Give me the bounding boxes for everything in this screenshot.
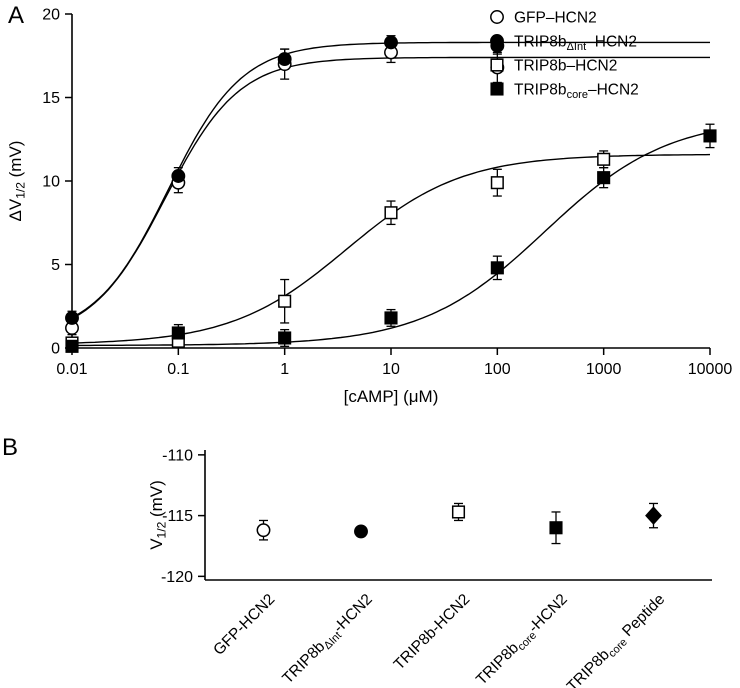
filled-square-marker bbox=[490, 261, 504, 275]
filled-square-marker bbox=[384, 311, 398, 325]
legend-label: TRIP8b–HCN2 bbox=[514, 58, 617, 75]
filled-square-marker bbox=[549, 521, 563, 535]
open-square-marker bbox=[597, 152, 611, 166]
filled-circle-marker bbox=[384, 35, 398, 50]
category-label: TRIP8bcore-HCN2 bbox=[473, 591, 573, 688]
filled-square-marker bbox=[597, 171, 611, 185]
legend-label: TRIP8bcore–HCN2 bbox=[514, 82, 639, 102]
open-square-marker bbox=[384, 206, 398, 220]
panel-a-axes: 0 5 10 15 20 0.01 0.1 1 10 100 1000 10000 ΔV1/2 (mV)… bbox=[6, 7, 732, 407]
open-square-marker bbox=[451, 505, 466, 519]
open-square-marker bbox=[490, 58, 504, 72]
panel-b-data-points bbox=[256, 502, 662, 545]
svg-text:-115: -115 bbox=[162, 508, 193, 525]
svg-text:20: 20 bbox=[42, 7, 60, 24]
svg-text:0.1: 0.1 bbox=[167, 361, 189, 378]
open-square-marker bbox=[278, 294, 292, 308]
filled-circle-marker bbox=[65, 310, 79, 325]
filled-square-marker bbox=[65, 339, 79, 353]
svg-text:0: 0 bbox=[51, 341, 60, 358]
panel-a: 0 5 10 15 20 0.01 0.1 1 10 100 1000 10000 ΔV1/2 (mV)… bbox=[6, 7, 732, 407]
filled-diamond-marker bbox=[645, 506, 662, 525]
category-label: TRIP8bcore Peptide bbox=[564, 591, 670, 688]
filled-circle-marker bbox=[354, 524, 368, 539]
svg-text:1000: 1000 bbox=[586, 361, 622, 378]
svg-text:5: 5 bbox=[51, 257, 60, 274]
panel-a-data-points bbox=[65, 35, 717, 353]
filled-square-marker bbox=[490, 82, 504, 96]
panel-a-xlabel: [cAMP] (μM) bbox=[344, 387, 439, 406]
legend-label: GFP–HCN2 bbox=[514, 10, 597, 27]
legend-label: TRIP8bΔInt–HCN2 bbox=[514, 34, 637, 54]
category-label: TRIP8b-HCN2 bbox=[391, 591, 474, 674]
panel-a-ylabel: ΔV1/2 (mV) bbox=[6, 141, 28, 222]
svg-text:100: 100 bbox=[484, 361, 511, 378]
filled-circle-marker bbox=[490, 34, 504, 48]
filled-square-marker bbox=[171, 326, 185, 340]
panel-b-axes: -110 -115 -120 V1/2 (mV) bbox=[147, 447, 712, 586]
svg-text:0.01: 0.01 bbox=[56, 361, 87, 378]
open-circle-marker bbox=[490, 10, 504, 24]
svg-text:10: 10 bbox=[42, 174, 60, 191]
filled-square-marker bbox=[703, 129, 717, 143]
category-label: GFP-HCN2 bbox=[210, 591, 278, 659]
filled-square-marker bbox=[278, 331, 292, 345]
open-square-marker bbox=[490, 176, 504, 190]
panel-b-letter: B bbox=[2, 434, 19, 461]
filled-circle-marker bbox=[171, 169, 186, 183]
svg-text:1: 1 bbox=[280, 361, 289, 378]
panel-b-ylabel: V1/2 (mV) bbox=[147, 480, 169, 550]
svg-text:10000: 10000 bbox=[688, 361, 733, 378]
panel-b: -110 -115 -120 V1/2 (mV) GFP-HCN2TRIP8bΔInt-… bbox=[147, 447, 712, 688]
svg-text:15: 15 bbox=[42, 90, 60, 107]
category-label: TRIP8bΔInt-HCN2 bbox=[279, 591, 377, 688]
svg-text:10: 10 bbox=[382, 361, 400, 378]
filled-circle-marker bbox=[277, 52, 292, 67]
panel-a-letter: A bbox=[8, 2, 25, 29]
svg-text:-120: -120 bbox=[161, 569, 193, 586]
open-circle-marker bbox=[256, 523, 271, 538]
panel-a-legend: GFP–HCN2 TRIP8bΔInt–HCN2 TRIP8b–HCN2 TRIP8b… bbox=[490, 10, 639, 102]
svg-text:-110: -110 bbox=[162, 447, 193, 464]
